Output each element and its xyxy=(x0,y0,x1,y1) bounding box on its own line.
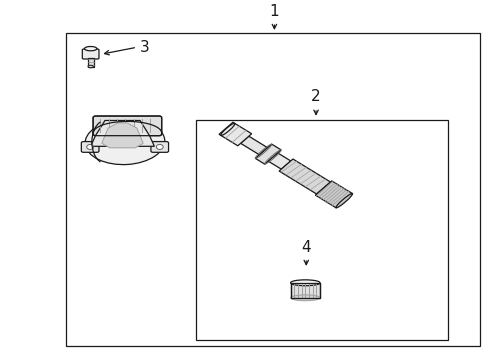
Bar xyxy=(196,121,448,340)
Text: 1: 1 xyxy=(270,4,279,19)
Ellipse shape xyxy=(291,295,320,301)
FancyBboxPatch shape xyxy=(93,116,162,136)
Ellipse shape xyxy=(291,280,320,286)
Polygon shape xyxy=(255,144,281,164)
Circle shape xyxy=(87,144,94,149)
Circle shape xyxy=(156,144,163,149)
Polygon shape xyxy=(279,159,330,194)
Bar xyxy=(291,283,320,298)
Text: 3: 3 xyxy=(140,40,149,55)
Polygon shape xyxy=(102,123,143,148)
Polygon shape xyxy=(241,136,268,155)
FancyBboxPatch shape xyxy=(82,49,99,59)
FancyBboxPatch shape xyxy=(81,141,99,152)
Ellipse shape xyxy=(84,46,97,51)
Ellipse shape xyxy=(88,65,93,68)
Text: 4: 4 xyxy=(301,239,311,255)
Polygon shape xyxy=(219,122,252,146)
Text: 2: 2 xyxy=(311,89,321,104)
Polygon shape xyxy=(91,121,154,146)
Polygon shape xyxy=(268,153,291,169)
Ellipse shape xyxy=(336,193,352,208)
Ellipse shape xyxy=(85,119,165,165)
Polygon shape xyxy=(316,181,352,208)
FancyBboxPatch shape xyxy=(151,141,169,152)
Bar xyxy=(88,58,94,67)
Bar xyxy=(66,33,480,346)
Ellipse shape xyxy=(221,123,235,135)
Bar xyxy=(291,283,320,298)
